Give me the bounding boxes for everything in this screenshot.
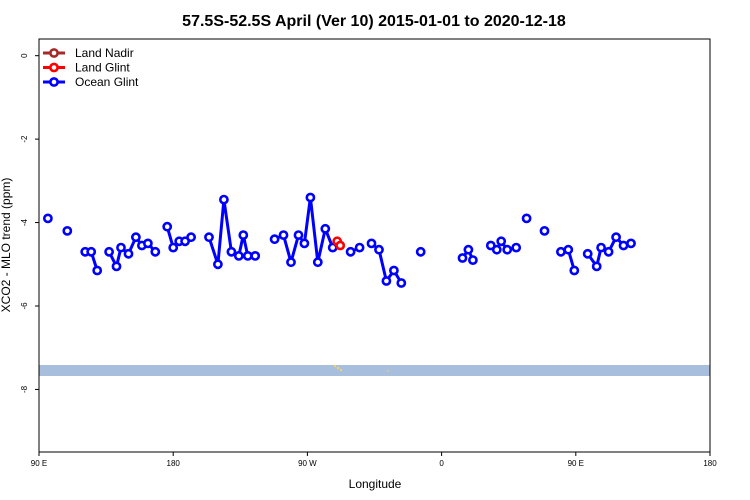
data-point bbox=[278, 230, 289, 240]
legend-label: Land Nadir bbox=[75, 46, 134, 60]
data-point bbox=[463, 244, 474, 255]
data-point bbox=[162, 221, 173, 232]
data-point bbox=[335, 240, 346, 251]
data-point bbox=[582, 248, 593, 259]
data-point bbox=[626, 238, 636, 249]
data-point bbox=[502, 244, 513, 255]
data-point bbox=[569, 265, 580, 276]
data-point bbox=[86, 246, 97, 257]
map-strip-ocean bbox=[39, 365, 710, 376]
data-point bbox=[491, 244, 502, 255]
data-point bbox=[62, 225, 73, 236]
data-point bbox=[218, 194, 229, 205]
legend-swatch-marker bbox=[49, 77, 59, 87]
plot-frame bbox=[38, 38, 711, 453]
data-point bbox=[388, 265, 399, 276]
data-point bbox=[269, 234, 280, 245]
data-point bbox=[150, 246, 161, 257]
series-land-glint bbox=[332, 236, 346, 251]
data-point bbox=[104, 246, 114, 257]
data-point bbox=[233, 250, 244, 261]
data-point bbox=[116, 242, 126, 253]
y-axis-label: XCO2 - MLO trend (ppm) bbox=[0, 178, 13, 313]
data-point bbox=[345, 246, 356, 257]
data-point bbox=[212, 259, 223, 270]
data-point bbox=[226, 246, 237, 257]
x-axis-label: Longitude bbox=[349, 477, 402, 491]
y-tick-label: -8 bbox=[20, 385, 29, 393]
data-point bbox=[521, 213, 532, 224]
x-tick-label: 90 E bbox=[31, 459, 47, 468]
legend-label: Ocean Glint bbox=[75, 75, 139, 89]
data-point bbox=[374, 244, 384, 255]
data-point bbox=[168, 242, 179, 253]
data-point bbox=[92, 265, 103, 276]
data-point bbox=[320, 223, 331, 234]
data-point bbox=[539, 225, 550, 236]
data-point bbox=[123, 248, 134, 259]
data-point bbox=[186, 232, 196, 243]
data-point bbox=[293, 230, 304, 240]
data-point bbox=[511, 242, 522, 253]
data-point bbox=[563, 244, 574, 255]
x-tick-label: 0 bbox=[439, 459, 444, 468]
data-point bbox=[457, 253, 468, 263]
data-point bbox=[381, 276, 392, 286]
y-tick-label: -4 bbox=[20, 218, 29, 226]
series-ocean-glint bbox=[43, 192, 636, 288]
y-ticks: 0 -2 -4 -6 -8 bbox=[20, 53, 39, 393]
data-point bbox=[496, 236, 507, 247]
data-point bbox=[618, 240, 629, 251]
legend-label: Land Glint bbox=[75, 61, 130, 75]
data-point bbox=[286, 257, 296, 268]
map-strip-land-speck bbox=[339, 368, 343, 372]
x-tick-label: 90 W bbox=[298, 459, 317, 468]
data-point bbox=[111, 261, 122, 272]
x-tick-label: 180 bbox=[703, 459, 717, 468]
x-tick-label: 180 bbox=[167, 459, 181, 468]
map-strip-land-speck bbox=[336, 366, 340, 370]
data-point bbox=[130, 232, 141, 243]
data-point bbox=[415, 246, 426, 257]
legend-swatch-marker bbox=[49, 62, 59, 73]
series-layer bbox=[43, 192, 636, 288]
data-point bbox=[250, 250, 261, 261]
data-point bbox=[591, 261, 602, 272]
data-point bbox=[43, 213, 53, 224]
data-point bbox=[299, 238, 310, 249]
x-ticks: 90 E 180 90 W 0 90 E 180 bbox=[31, 452, 717, 468]
map-strip-land-speck bbox=[333, 364, 337, 368]
y-tick-label: 0 bbox=[20, 53, 29, 58]
data-point bbox=[467, 255, 478, 265]
x-tick-label: 90 E bbox=[568, 459, 584, 468]
data-point bbox=[238, 230, 249, 240]
legend-swatch-marker bbox=[49, 48, 59, 58]
data-point bbox=[596, 242, 606, 253]
data-point bbox=[611, 232, 621, 243]
data-point bbox=[305, 192, 316, 203]
data-point bbox=[396, 278, 407, 288]
data-point bbox=[354, 242, 365, 253]
chart-title: 57.5S-52.5S April (Ver 10) 2015-01-01 to… bbox=[182, 13, 566, 30]
y-tick-label: -2 bbox=[20, 135, 29, 143]
data-point bbox=[142, 238, 153, 249]
data-point bbox=[204, 232, 214, 243]
data-point bbox=[312, 257, 323, 268]
bottom-map-strip bbox=[39, 364, 710, 376]
y-tick-label: -6 bbox=[20, 302, 29, 310]
data-point bbox=[603, 246, 614, 257]
data-point bbox=[366, 238, 377, 249]
map-strip-land-speck bbox=[387, 370, 389, 372]
